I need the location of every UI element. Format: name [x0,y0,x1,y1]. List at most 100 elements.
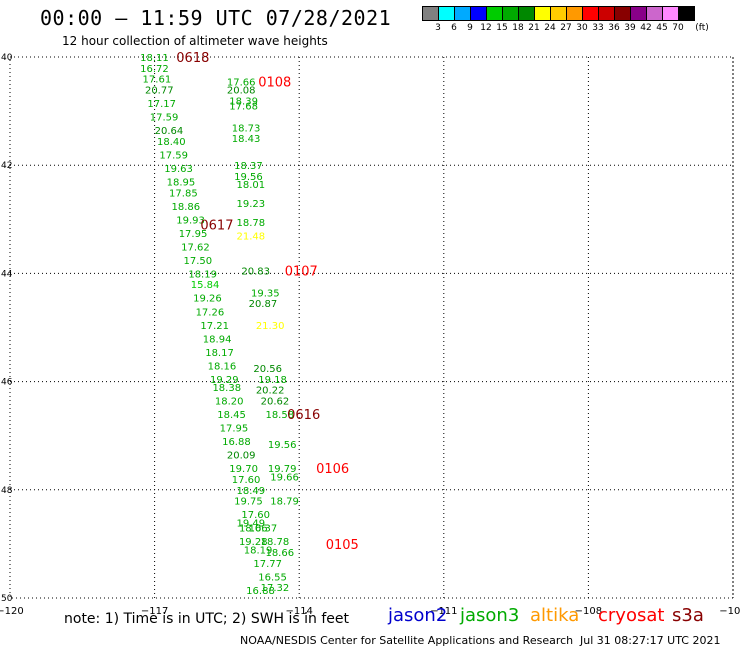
color-scale-label: 18 [512,23,524,33]
wave-height-reading: 17.60 [232,475,261,486]
wave-height-reading: 18.39 [229,96,258,107]
page-subtitle: 12 hour collection of altimeter wave hei… [62,34,328,48]
longitude-label: −111 [430,606,457,617]
color-scale-label: 21 [528,23,540,33]
pass-time-label: 0617 [200,219,233,234]
color-scale-label: 27 [560,23,572,33]
wave-height-reading: 20.62 [261,397,290,408]
wave-height-reading: 19.28 [239,537,268,548]
map-frame [9,56,734,599]
longitude-label: −117 [141,606,168,617]
latitude-label: 46 [1,378,13,388]
wave-height-reading: 19.93 [176,215,205,226]
latitude-label: 48 [1,486,13,496]
wave-height-reading: 20.08 [227,85,256,96]
latitude-label: 44 [1,269,13,279]
wave-height-reading: 19.23 [237,199,266,210]
footer-credit: NOAA/NESDIS Center for Satellite Applica… [240,634,574,647]
footer-timestamp: Jul 31 08:27:17 UTC 2021 [580,634,721,647]
wave-height-reading: 19.29 [210,375,239,386]
wave-height-reading: 18.40 [157,137,186,148]
note-text: note: 1) Time is in UTC; 2) SWH is in fe… [64,611,350,627]
legend-item-jason3: jason3 [460,605,520,626]
wave-height-reading: 19.35 [251,288,280,299]
wave-height-reading: 18.20 [215,397,244,408]
color-scale-label: 30 [576,23,588,33]
wave-height-reading: 19.26 [193,294,222,305]
latitude-label: 50 [1,594,13,604]
wave-height-reading: 18.94 [203,334,232,345]
longitude-label: −108 [575,606,602,617]
latitude-label: 40 [1,53,13,63]
legend-item-s3a: s3a [672,605,704,626]
pass-time-label: 0616 [287,408,320,423]
wave-height-reading: 18.11 [140,53,169,64]
wave-height-reading: 15.84 [191,280,220,291]
wave-height-reading: 20.77 [145,85,174,96]
wave-height-reading: 17.21 [200,321,229,332]
wave-height-reading: 18.95 [167,177,196,188]
wave-height-reading: 17.61 [143,75,172,86]
wave-height-reading: 17.66 [227,77,256,88]
wave-height-reading: 19.18 [258,375,287,386]
wave-height-reading: 16.88 [222,437,251,448]
wave-height-reading: 18.16 [208,361,237,372]
wave-height-reading: 19.56 [268,440,297,451]
longitude-label: −120 [0,606,24,617]
wave-height-reading: 19.49 [237,518,266,529]
pass-time-label: 0107 [285,265,318,280]
wave-height-reading: 16.55 [258,572,287,583]
color-scale-label: 24 [544,23,556,33]
wave-height-reading: 17.26 [196,307,225,318]
wave-height-reading: 20.64 [155,126,184,137]
pass-time-label: 0106 [316,462,349,477]
wave-height-reading: 18.37 [234,161,263,172]
wave-height-reading: 21.48 [237,232,266,243]
wave-height-reading: 20.22 [256,386,285,397]
wave-height-reading: 17.59 [159,150,188,161]
wave-height-reading: 19.56 [234,172,263,183]
color-scale-label: 70 [672,23,684,33]
pass-time-label: 0105 [326,538,359,553]
wave-height-reading: 17.85 [169,188,198,199]
wave-height-reading: 16.37 [249,524,278,535]
wave-height-reading: 18.49 [237,486,266,497]
wave-height-reading: 16.88 [246,586,275,597]
longitude-label: −114 [285,606,312,617]
color-scale-label: 6 [451,23,457,33]
wave-height-reading: 18.45 [217,410,246,421]
latitude-label: 42 [1,161,12,171]
wave-height-reading: 18.19 [188,269,217,280]
wave-height-reading: 21.30 [256,321,285,332]
wave-height-reading: 19.75 [234,497,263,508]
wave-height-reading: 17.60 [241,510,270,521]
wave-height-reading: 18.01 [237,180,266,191]
color-scale-unit: (ft) [695,23,709,33]
wave-height-reading: 20.83 [241,267,270,278]
wave-height-reading: 18.19 [244,545,273,556]
color-scale-label: 3 [435,23,441,33]
wave-height-reading: 18.78 [261,537,290,548]
wave-height-reading: 18.79 [270,497,299,508]
wave-height-reading: 19.63 [164,164,193,175]
wave-height-reading: 17.32 [261,583,290,594]
wave-height-reading: 17.62 [181,242,210,253]
wave-height-reading: 18.06 [239,524,268,535]
legend-item-cryosat: cryosat [598,605,665,626]
wave-height-reading: 17.59 [150,113,179,124]
wave-height-reading: 19.66 [270,472,299,483]
wave-height-reading: 20.56 [253,364,282,375]
color-scale-labels: 3 6 9 12 15 18 21 24 27 30 33 36 39 42 45 70 (ft) [422,21,709,35]
wave-height-reading: 17.95 [179,229,208,240]
wave-height-reading: 18.66 [265,548,294,559]
color-scale-label: 15 [496,23,508,33]
wave-height-reading: 18.73 [232,123,261,134]
color-scale-label: 36 [608,23,620,33]
color-scale-label: 42 [640,23,652,33]
wave-height-reading: 18.86 [171,202,200,213]
wave-height-reading: 16.72 [140,64,169,75]
wave-height-reading: 17.17 [147,99,176,110]
color-scale-label: 9 [467,23,473,33]
color-scale-label: 12 [480,23,492,33]
